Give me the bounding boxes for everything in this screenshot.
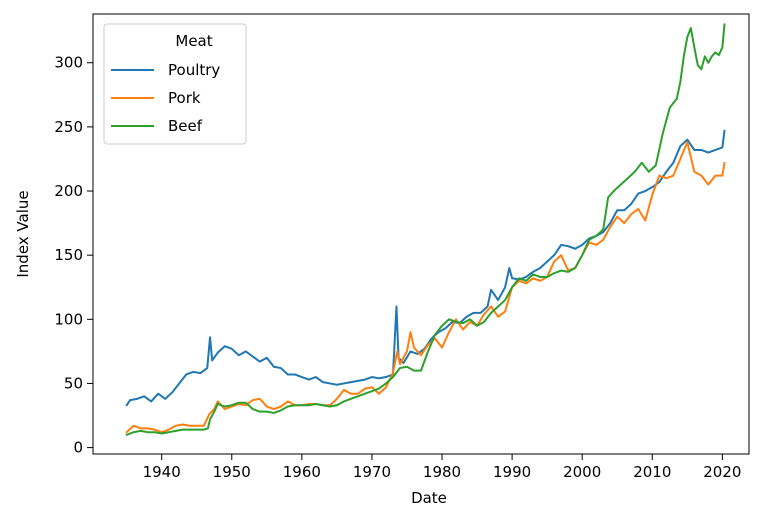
x-tick-label: 1980 bbox=[423, 463, 461, 481]
legend-label-beef: Beef bbox=[168, 117, 203, 135]
series-line-poultry bbox=[125, 129, 726, 407]
y-axis-ticks: 0 50 100 150 200 250 300 bbox=[54, 54, 93, 457]
legend-box bbox=[103, 23, 247, 145]
y-tick-label: 100 bbox=[54, 310, 83, 328]
x-tick-label: 1990 bbox=[493, 463, 531, 481]
y-tick-label: 0 bbox=[73, 439, 83, 457]
x-tick-label: 1970 bbox=[353, 463, 391, 481]
y-axis-title: Index Value bbox=[14, 190, 32, 277]
legend-label-pork: Pork bbox=[168, 89, 201, 107]
x-axis-ticks: 1940 1950 1960 1970 1980 1990 2000 2010 2020 bbox=[143, 454, 741, 481]
y-tick-label: 50 bbox=[64, 374, 83, 392]
legend: Meat Poultry Pork Beef bbox=[103, 23, 247, 145]
x-axis-title: Date bbox=[411, 489, 447, 507]
y-tick-label: 250 bbox=[54, 118, 83, 136]
x-tick-label: 1940 bbox=[143, 463, 181, 481]
legend-title: Meat bbox=[175, 32, 212, 50]
y-tick-label: 150 bbox=[54, 246, 83, 264]
x-tick-label: 2020 bbox=[703, 463, 741, 481]
legend-label-poultry: Poultry bbox=[168, 61, 220, 79]
y-tick-label: 200 bbox=[54, 182, 83, 200]
x-tick-label: 1960 bbox=[283, 463, 321, 481]
x-tick-label: 1950 bbox=[213, 463, 251, 481]
legend-items: Poultry Pork Beef bbox=[111, 61, 220, 135]
series-line-pork bbox=[125, 141, 726, 434]
y-tick-label: 300 bbox=[54, 54, 83, 72]
series-line-beef bbox=[125, 23, 726, 436]
plot-frame bbox=[92, 13, 750, 455]
series-layer bbox=[125, 23, 726, 436]
x-tick-label: 2000 bbox=[563, 463, 601, 481]
x-tick-label: 2010 bbox=[633, 463, 671, 481]
